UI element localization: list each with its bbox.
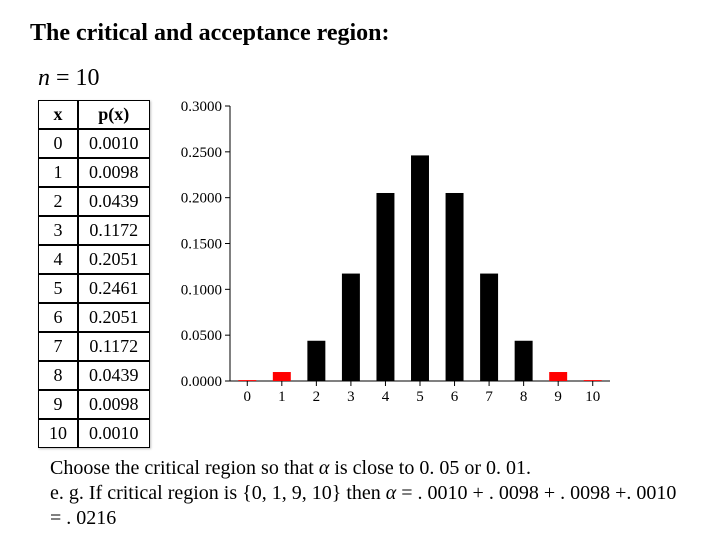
cell-x: 1 xyxy=(38,158,78,187)
cell-px: 0.1172 xyxy=(78,216,150,245)
x-tick-label: 1 xyxy=(278,389,286,405)
bar xyxy=(376,193,394,381)
cell-px: 0.0098 xyxy=(78,158,150,187)
cell-px: 0.2051 xyxy=(78,303,150,332)
cell-x: 2 xyxy=(38,187,78,216)
y-tick-label: 0.2000 xyxy=(180,191,221,207)
table-row: 60.2051 xyxy=(38,303,150,332)
cell-x: 0 xyxy=(38,129,78,158)
footer-l1b: is close to 0. 05 or 0. 01. xyxy=(329,457,531,479)
bar xyxy=(514,341,532,381)
eq-sign: = xyxy=(50,65,76,91)
col-px: p(x) xyxy=(78,100,150,129)
cell-x: 6 xyxy=(38,303,78,332)
table-row: 70.1172 xyxy=(38,332,150,361)
cell-x: 5 xyxy=(38,274,78,303)
x-tick-label: 7 xyxy=(485,389,493,405)
cell-x: 4 xyxy=(38,245,78,274)
cell-px: 0.0439 xyxy=(78,187,150,216)
footer-l1a: Choose the critical region so that xyxy=(50,457,319,479)
cell-px: 0.0098 xyxy=(78,390,150,419)
table-row: 90.0098 xyxy=(38,390,150,419)
x-tick-label: 10 xyxy=(585,389,600,405)
bar xyxy=(411,155,429,381)
y-tick-label: 0.0000 xyxy=(180,374,221,390)
x-tick-label: 6 xyxy=(450,389,458,405)
y-tick-label: 0.3000 xyxy=(180,100,221,115)
table-header-row: x p(x) xyxy=(38,100,150,129)
bar xyxy=(238,380,256,381)
y-tick-label: 0.2500 xyxy=(180,145,221,161)
bar xyxy=(307,341,325,381)
bar xyxy=(341,274,359,381)
bar-chart: 0.0000 0.0500 0.1000 0.1500 0.2000 0.2500 0.30… xyxy=(168,100,620,407)
bar xyxy=(549,372,567,381)
x-tick-label: 3 xyxy=(347,389,355,405)
table-row: 100.0010 xyxy=(38,419,150,448)
cell-px: 0.0010 xyxy=(78,419,150,448)
table-row: 00.0010 xyxy=(38,129,150,158)
cell-px: 0.2461 xyxy=(78,274,150,303)
x-tick-label: 9 xyxy=(554,389,562,405)
x-tick-label: 8 xyxy=(519,389,527,405)
x-tick-label: 2 xyxy=(312,389,320,405)
col-x: x xyxy=(38,100,78,129)
x-tick-label: 4 xyxy=(381,389,389,405)
n-value: 10 xyxy=(76,65,100,91)
table-row: 50.2461 xyxy=(38,274,150,303)
cell-x: 9 xyxy=(38,390,78,419)
cell-x: 10 xyxy=(38,419,78,448)
bar xyxy=(480,274,498,381)
table-row: 30.1172 xyxy=(38,216,150,245)
y-tick-label: 0.1000 xyxy=(180,282,221,298)
bar xyxy=(583,380,601,381)
bar xyxy=(272,372,290,381)
cell-x: 8 xyxy=(38,361,78,390)
cell-px: 0.0010 xyxy=(78,129,150,158)
n-line: n = 10 xyxy=(38,65,690,92)
table-row: 40.2051 xyxy=(38,245,150,274)
chart-svg: 0.0000 0.0500 0.1000 0.1500 0.2000 0.2500 0.30… xyxy=(168,100,620,407)
alpha-2: α xyxy=(386,482,397,504)
cell-px: 0.1172 xyxy=(78,332,150,361)
content-row: x p(x) 00.001010.009820.043930.117240.20… xyxy=(30,100,690,448)
y-tick-label: 0.0500 xyxy=(180,328,221,344)
cell-x: 7 xyxy=(38,332,78,361)
y-tick-label: 0.1500 xyxy=(180,237,221,253)
table-row: 80.0439 xyxy=(38,361,150,390)
cell-px: 0.0439 xyxy=(78,361,150,390)
x-tick-label: 5 xyxy=(416,389,424,405)
table-row: 10.0098 xyxy=(38,158,150,187)
footer-text: Choose the critical region so that α is … xyxy=(50,456,690,531)
alpha-1: α xyxy=(319,457,330,479)
footer-l2a: e. g. If critical region is {0, 1, 9, 10… xyxy=(50,482,386,504)
bar xyxy=(445,193,463,381)
n-symbol: n xyxy=(38,65,50,91)
probability-table: x p(x) 00.001010.009820.043930.117240.20… xyxy=(38,100,150,448)
cell-px: 0.2051 xyxy=(78,245,150,274)
x-tick-label: 0 xyxy=(243,389,251,405)
cell-x: 3 xyxy=(38,216,78,245)
table-row: 20.0439 xyxy=(38,187,150,216)
page-title: The critical and acceptance region: xyxy=(30,20,690,47)
